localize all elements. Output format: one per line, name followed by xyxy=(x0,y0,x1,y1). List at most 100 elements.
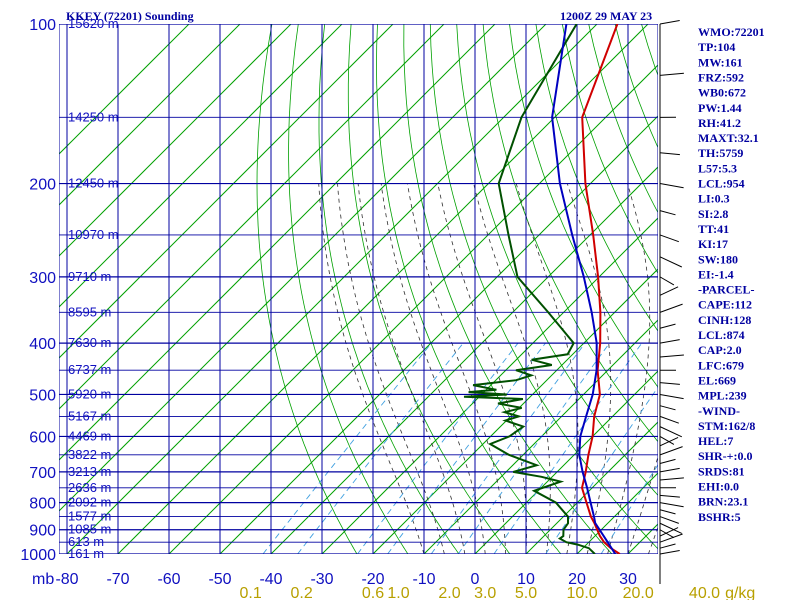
wind-barb xyxy=(659,502,684,508)
wind-barb xyxy=(659,354,684,358)
height-label: 1577 m xyxy=(68,509,111,524)
index-entry: TT:41 xyxy=(698,222,729,236)
dry-adiabat-line xyxy=(376,24,562,554)
isotherm-line xyxy=(59,24,190,155)
index-entry: EI:-1.4 xyxy=(698,267,734,281)
height-label: 5920 m xyxy=(68,386,111,401)
moist-adiabat-line xyxy=(515,183,579,554)
height-label: 1085 m xyxy=(68,522,111,537)
mixing-ratio-label: 5.0 xyxy=(515,585,537,600)
sounding-profiles xyxy=(463,24,621,554)
height-label: 3822 m xyxy=(68,447,111,462)
dry-adiabat-line xyxy=(318,24,460,554)
index-entry: BSHR:5 xyxy=(698,510,741,524)
dry-adiabat-line xyxy=(535,24,658,332)
dry-adiabat-line xyxy=(456,24,658,497)
height-label: 6737 m xyxy=(68,362,111,377)
index-entry: SW:180 xyxy=(698,252,738,266)
wind-barb xyxy=(659,323,676,329)
wind-barb xyxy=(659,393,684,400)
wind-barb xyxy=(659,446,683,456)
index-entry: WB0:672 xyxy=(698,86,746,100)
height-label: 161 m xyxy=(68,546,104,561)
wind-barb xyxy=(659,405,676,411)
height-label: 12450 m xyxy=(68,176,119,191)
index-entry: LCL:874 xyxy=(698,328,745,342)
parcel-profile-line xyxy=(551,24,617,554)
mixing-ratio-label: 10.0 xyxy=(567,585,598,600)
index-entry: KI:17 xyxy=(698,237,728,251)
dewpoint-profile-line xyxy=(463,24,596,554)
index-entry: STM:162/8 xyxy=(698,419,755,433)
wind-barb xyxy=(659,467,680,473)
isotherm-line xyxy=(59,24,394,359)
index-entry: CAPE:112 xyxy=(698,298,752,312)
temperature-tick-label: 20 xyxy=(568,571,586,588)
isotherm-line xyxy=(423,319,658,554)
index-entry: SRDS:81 xyxy=(698,464,745,478)
temperature-tick-label: 0 xyxy=(471,571,480,588)
wind-barb xyxy=(659,210,676,216)
dry-adiabat-line xyxy=(561,24,658,275)
index-entry: HEL:7 xyxy=(698,434,733,448)
dry-adiabat-line xyxy=(347,24,511,554)
height-label: 5167 m xyxy=(68,408,111,423)
isotherm-line xyxy=(474,370,658,554)
wind-barb xyxy=(659,533,683,543)
pressure-tick-label: 600 xyxy=(29,429,56,446)
wind-barb xyxy=(659,415,679,424)
mixing-ratio-label: 40.0 xyxy=(689,585,720,600)
wind-barb xyxy=(659,527,679,537)
isotherm-line xyxy=(270,166,658,554)
pressure-tick-label: 500 xyxy=(29,387,56,404)
wind-barb xyxy=(659,509,676,515)
pressure-temperature-grid xyxy=(59,24,658,554)
index-entry: CAP:2.0 xyxy=(698,343,742,357)
moist-adiabat-line xyxy=(318,183,425,554)
wind-barb xyxy=(659,426,683,438)
index-entry: LCL:954 xyxy=(698,177,745,191)
pressure-tick-label: 100 xyxy=(29,17,56,34)
moist-adiabat-line xyxy=(337,183,445,554)
wind-barb-column xyxy=(659,20,684,584)
index-entry: TP:104 xyxy=(698,40,735,54)
wind-barb xyxy=(659,20,680,25)
adiabat-lines xyxy=(59,24,658,554)
wind-barb xyxy=(659,516,679,524)
moist-adiabat-line xyxy=(473,183,551,554)
isotherm-line xyxy=(59,24,445,410)
mixing-ratio-label: 0.1 xyxy=(239,585,261,600)
height-label: 7630 m xyxy=(68,335,111,350)
temperature-tick-label: -40 xyxy=(259,571,282,588)
index-entry: BRN:23.1 xyxy=(698,495,748,509)
pressure-tick-label: 1000 xyxy=(20,547,56,564)
dry-adiabat-line xyxy=(288,24,409,554)
isotherm-line xyxy=(59,24,292,257)
height-label: 8595 m xyxy=(68,304,111,319)
index-entry: RH:41.2 xyxy=(698,116,741,130)
temperature-tick-label: 30 xyxy=(619,571,637,588)
mixing-ratio-label: 1.0 xyxy=(387,585,409,600)
pressure-unit-label: mb xyxy=(32,571,54,588)
dry-adiabat-line xyxy=(429,24,658,550)
temperature-tick-label: -70 xyxy=(106,571,129,588)
isotherm-line xyxy=(59,24,343,308)
temperature-profile-line xyxy=(580,24,621,554)
index-entry: -WIND- xyxy=(698,404,740,418)
index-entry: FRZ:592 xyxy=(698,70,744,84)
wind-barb xyxy=(659,303,683,313)
index-entry: MW:161 xyxy=(698,55,743,69)
index-entry: MAXT:32.1 xyxy=(698,131,759,145)
height-label: 2092 m xyxy=(68,495,111,510)
wind-barb xyxy=(659,183,684,189)
valid-time: 1200Z 29 MAY 23 xyxy=(560,9,652,23)
height-label: 9710 m xyxy=(68,269,111,284)
index-entry: LI:0.3 xyxy=(698,192,730,206)
wind-barb xyxy=(659,276,675,286)
isotherm-line xyxy=(525,421,658,554)
temperature-tick-label: 10 xyxy=(517,571,535,588)
index-entry: -PARCEL- xyxy=(698,283,754,297)
wind-barb xyxy=(659,550,680,555)
